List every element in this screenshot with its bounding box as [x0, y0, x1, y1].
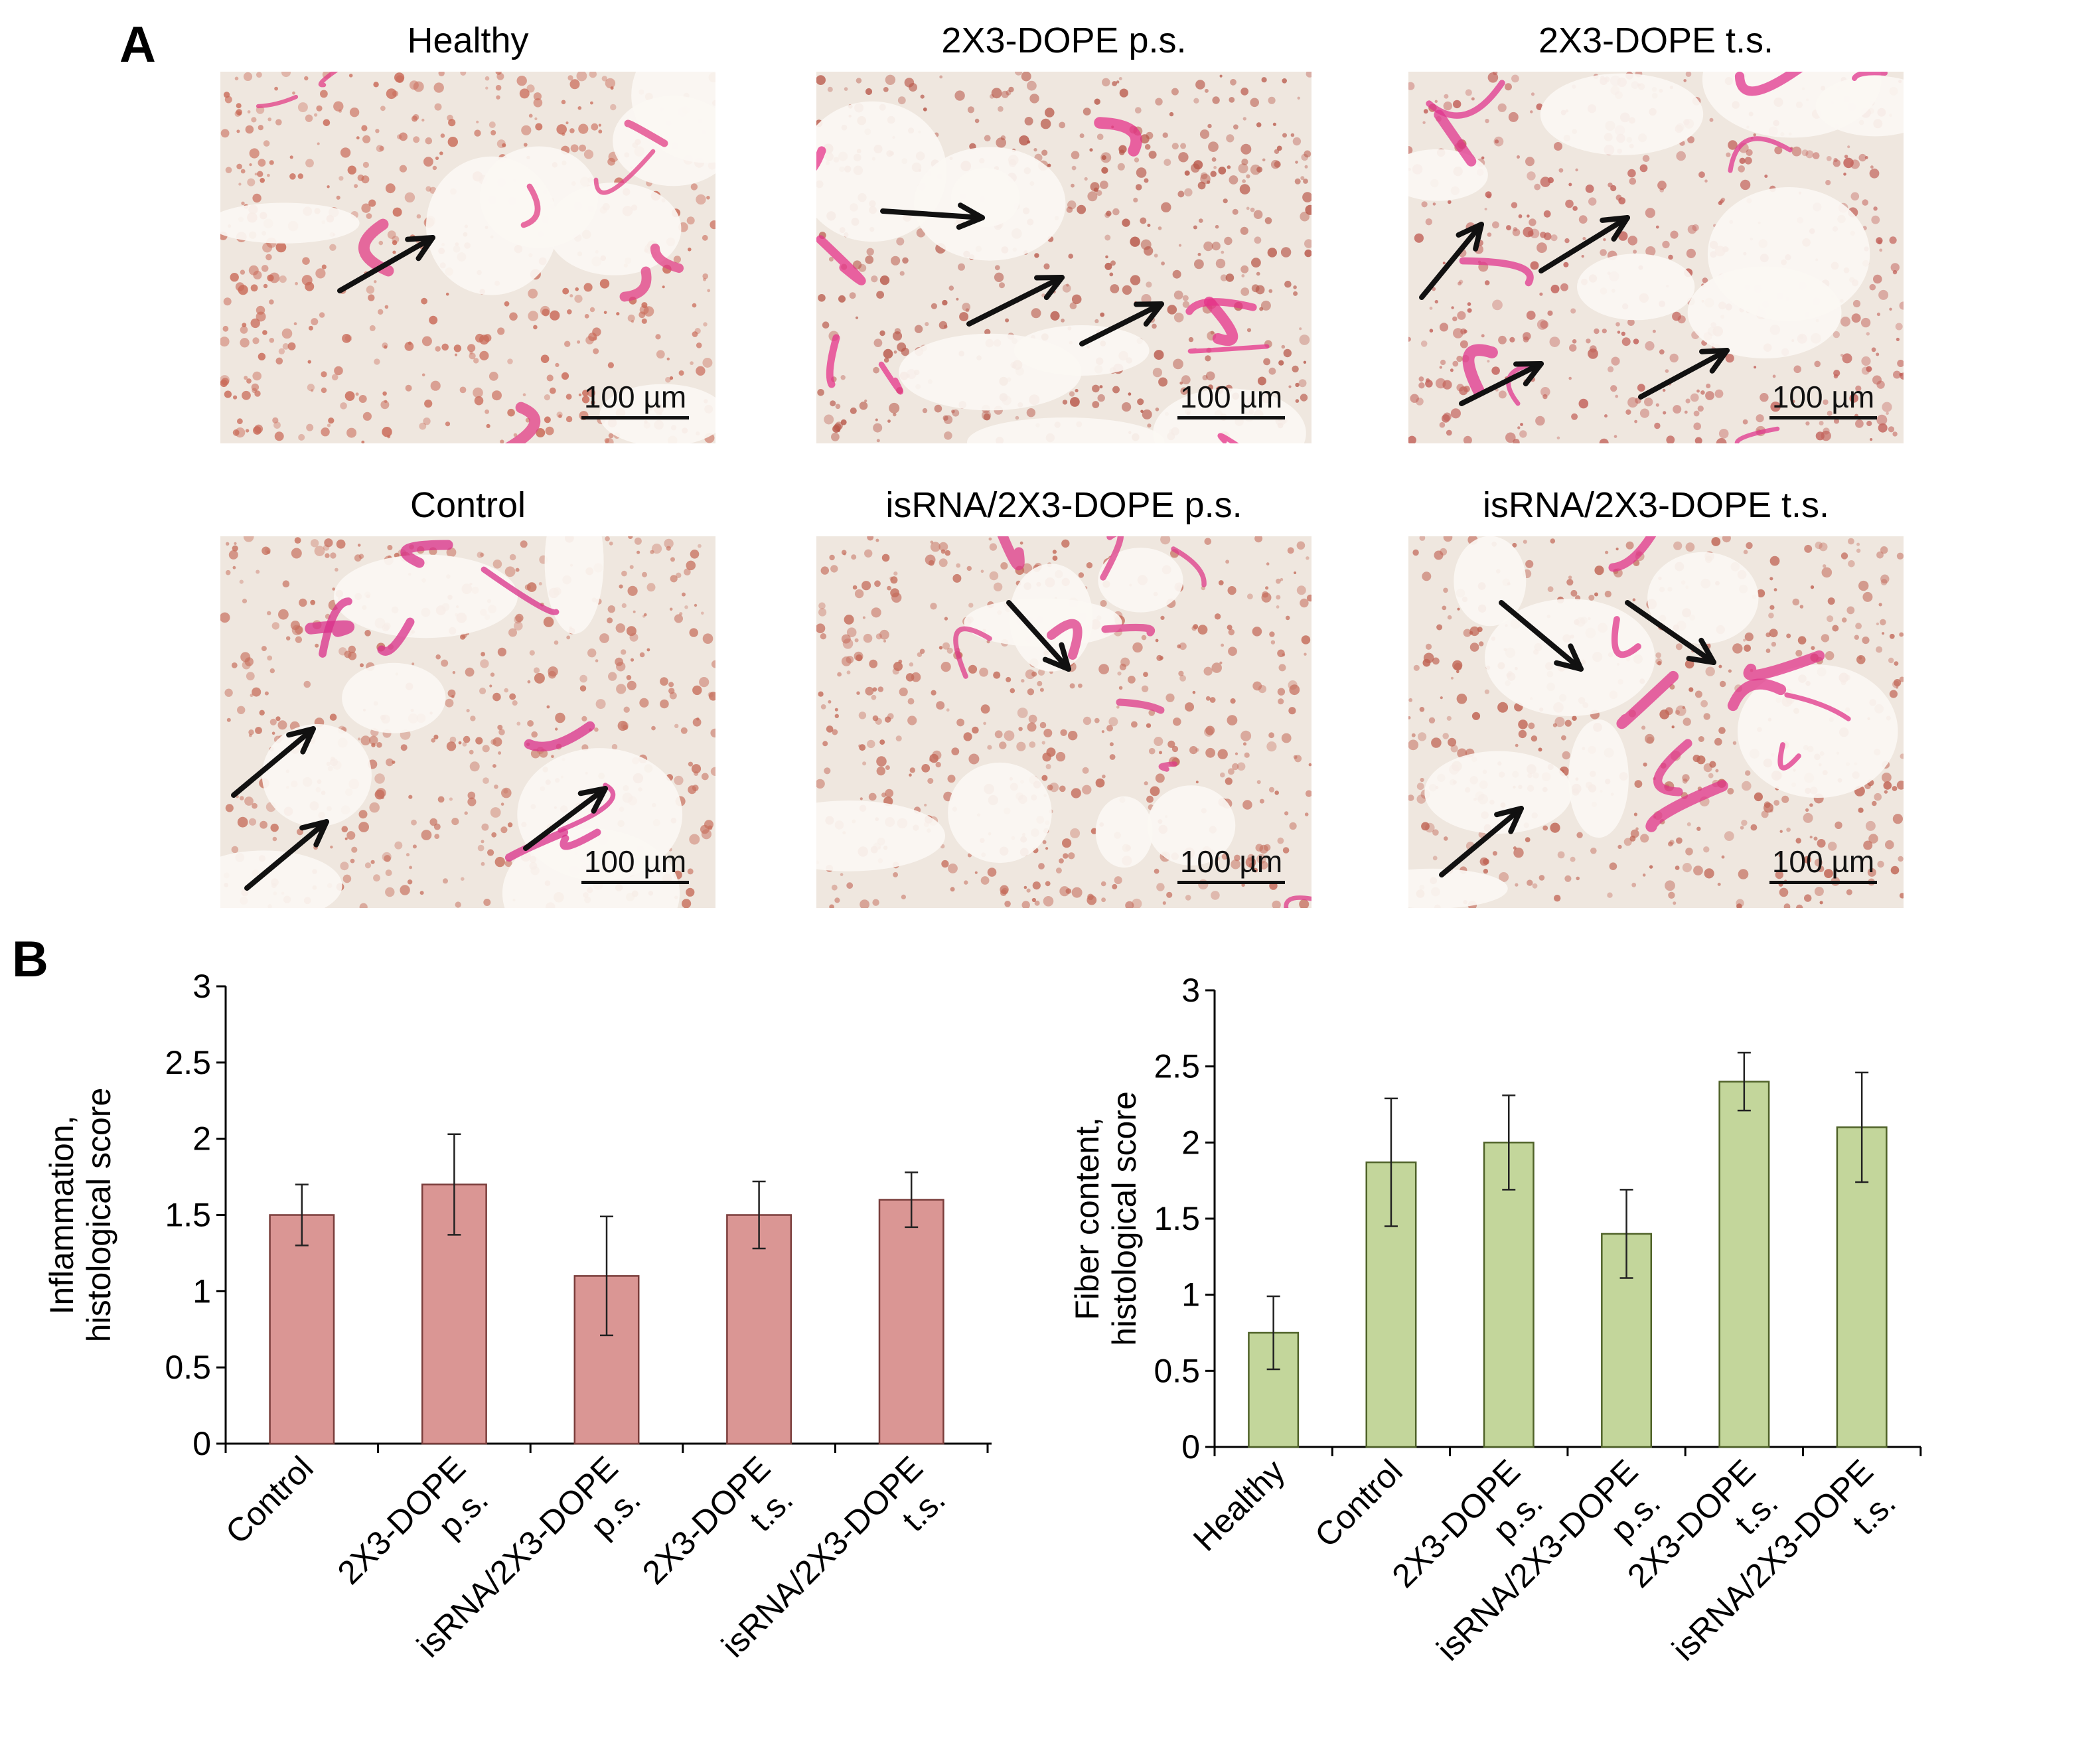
- scale-bar-label: 100 µm: [1771, 380, 1875, 414]
- bar: [726, 1214, 792, 1445]
- bar: [1483, 1142, 1535, 1448]
- y-tick-label: 3: [1181, 972, 1200, 1009]
- y-tick-label: 0.5: [1154, 1352, 1200, 1389]
- scale-bar-label: 100 µm: [583, 380, 687, 414]
- annotation-arrow-icon: [1499, 600, 1584, 672]
- bar: [1718, 1081, 1770, 1448]
- error-bar: [447, 1133, 461, 1236]
- inflammation-chart: Inflammation,histological score 0 0.5 1 1.5 2…: [0, 956, 1035, 1736]
- error-bar: [752, 1180, 766, 1250]
- error-bar: [1619, 1189, 1633, 1279]
- error-bar: [1502, 1094, 1516, 1191]
- micrograph-title-isrna-2x3-dope-ps: isRNA/2X3-DOPE p.s.: [885, 485, 1242, 525]
- micrograph-isrna-2x3-dope-ts: 100 µm: [1408, 536, 1904, 908]
- scale-bar-label: 100 µm: [1179, 844, 1283, 879]
- error-bar: [1855, 1071, 1869, 1183]
- error-bar: [1266, 1295, 1280, 1371]
- annotation-arrow-icon: [1625, 600, 1716, 665]
- annotation-arrow-icon: [244, 819, 329, 891]
- micrograph-title-2x3-dope-ts: 2X3-DOPE t.s.: [1538, 21, 1774, 60]
- micrograph-title-isrna-2x3-dope-ts: isRNA/2X3-DOPE t.s.: [1482, 485, 1830, 525]
- bar: [269, 1214, 335, 1445]
- bar: [878, 1199, 944, 1445]
- scale-bar-label: 100 µm: [1771, 844, 1875, 879]
- annotation-arrow-icon: [337, 235, 435, 293]
- panel-b-label: B: [12, 931, 48, 988]
- bar: [1248, 1331, 1300, 1448]
- y-tick-label: 2: [192, 1120, 211, 1158]
- y-tick-label: 0: [1181, 1428, 1200, 1466]
- micrograph-control: 100 µm: [220, 536, 715, 908]
- fiber-content-chart: Fiber content,histological score 0 0.5 1 1.5…: [1035, 956, 2097, 1736]
- y-tick-label: 1.5: [165, 1197, 211, 1234]
- annotation-arrow-icon: [1638, 348, 1730, 400]
- micrograph-image: [1408, 536, 1904, 908]
- inflammation-chart-svg: Inflammation,histological score 0 0.5 1 1.5 2…: [43, 968, 992, 1665]
- micrograph-image: [816, 536, 1312, 908]
- micrograph-image: [816, 72, 1312, 443]
- micrograph-image: [1408, 72, 1904, 443]
- annotation-arrow-icon: [1439, 806, 1524, 877]
- y-tick-label: 0.5: [165, 1349, 211, 1386]
- micrograph-healthy: 100 µm: [220, 72, 715, 443]
- scale-bar-label: 100 µm: [583, 844, 687, 879]
- micrograph-image: [220, 72, 715, 443]
- error-bar: [600, 1215, 613, 1337]
- error-bar: [295, 1183, 309, 1247]
- error-bar: [1384, 1097, 1398, 1227]
- scale-bar: 100 µm: [581, 846, 689, 884]
- micrograph-title-2x3-dope-ps: 2X3-DOPE p.s.: [941, 21, 1187, 60]
- annotation-arrow-icon: [231, 726, 316, 798]
- micrograph-image: [220, 536, 715, 908]
- error-bar: [1737, 1051, 1751, 1112]
- annotation-arrow-icon: [880, 202, 985, 230]
- micrograph-2x3-dope-ts: 100 µm: [1408, 72, 1904, 443]
- y-tick-label: 2.5: [1154, 1048, 1200, 1085]
- y-tick-label: 0: [192, 1425, 211, 1462]
- y-tick-label: 2.5: [165, 1044, 211, 1081]
- micrograph-isrna-2x3-dope-ps: 100 µm: [816, 536, 1312, 908]
- annotation-arrow-icon: [1079, 301, 1164, 346]
- panel-a-label: A: [119, 17, 156, 73]
- scale-bar: 100 µm: [1769, 846, 1877, 884]
- error-bar: [905, 1171, 919, 1229]
- scale-bar: 100 µm: [1769, 382, 1877, 419]
- x-tick-label: 2X3-DOPEp.s.: [1385, 1452, 1554, 1622]
- annotation-arrow-icon: [1538, 215, 1630, 273]
- x-tick-label: Healthy: [1186, 1452, 1292, 1558]
- x-tick-label: 2X3-DOPEt.s.: [1620, 1452, 1789, 1622]
- y-tick-label: 1: [1181, 1276, 1200, 1314]
- micrograph-title-healthy: Healthy: [407, 21, 529, 60]
- micrograph-2x3-dope-ps: 100 µm: [816, 72, 1312, 443]
- y-axis-label: Fiber content,histological score: [1069, 1091, 1143, 1346]
- annotation-arrow-icon: [523, 786, 608, 851]
- y-tick-label: 1: [192, 1272, 211, 1310]
- annotation-arrow-icon: [1459, 361, 1544, 406]
- x-tick-label: Control: [218, 1449, 321, 1551]
- y-tick-label: 1.5: [1154, 1200, 1200, 1237]
- y-axis-label: Inflammation,histological score: [43, 1088, 117, 1343]
- scale-bar: 100 µm: [1177, 846, 1285, 884]
- scale-bar: 100 µm: [581, 382, 689, 419]
- y-tick-label: 2: [1181, 1124, 1200, 1161]
- annotation-arrow-icon: [1006, 600, 1071, 672]
- scale-bar-label: 100 µm: [1179, 380, 1283, 414]
- micrograph-title-control: Control: [410, 485, 526, 525]
- y-tick-label: 3: [192, 968, 211, 1005]
- fiber-content-chart-svg: Fiber content,histological score 0 0.5 1 1.5…: [1069, 972, 1922, 1668]
- annotation-arrow-icon: [966, 275, 1065, 327]
- scale-bar: 100 µm: [1177, 382, 1285, 419]
- annotation-arrow-icon: [1419, 222, 1484, 300]
- x-tick-label: Control: [1308, 1452, 1410, 1554]
